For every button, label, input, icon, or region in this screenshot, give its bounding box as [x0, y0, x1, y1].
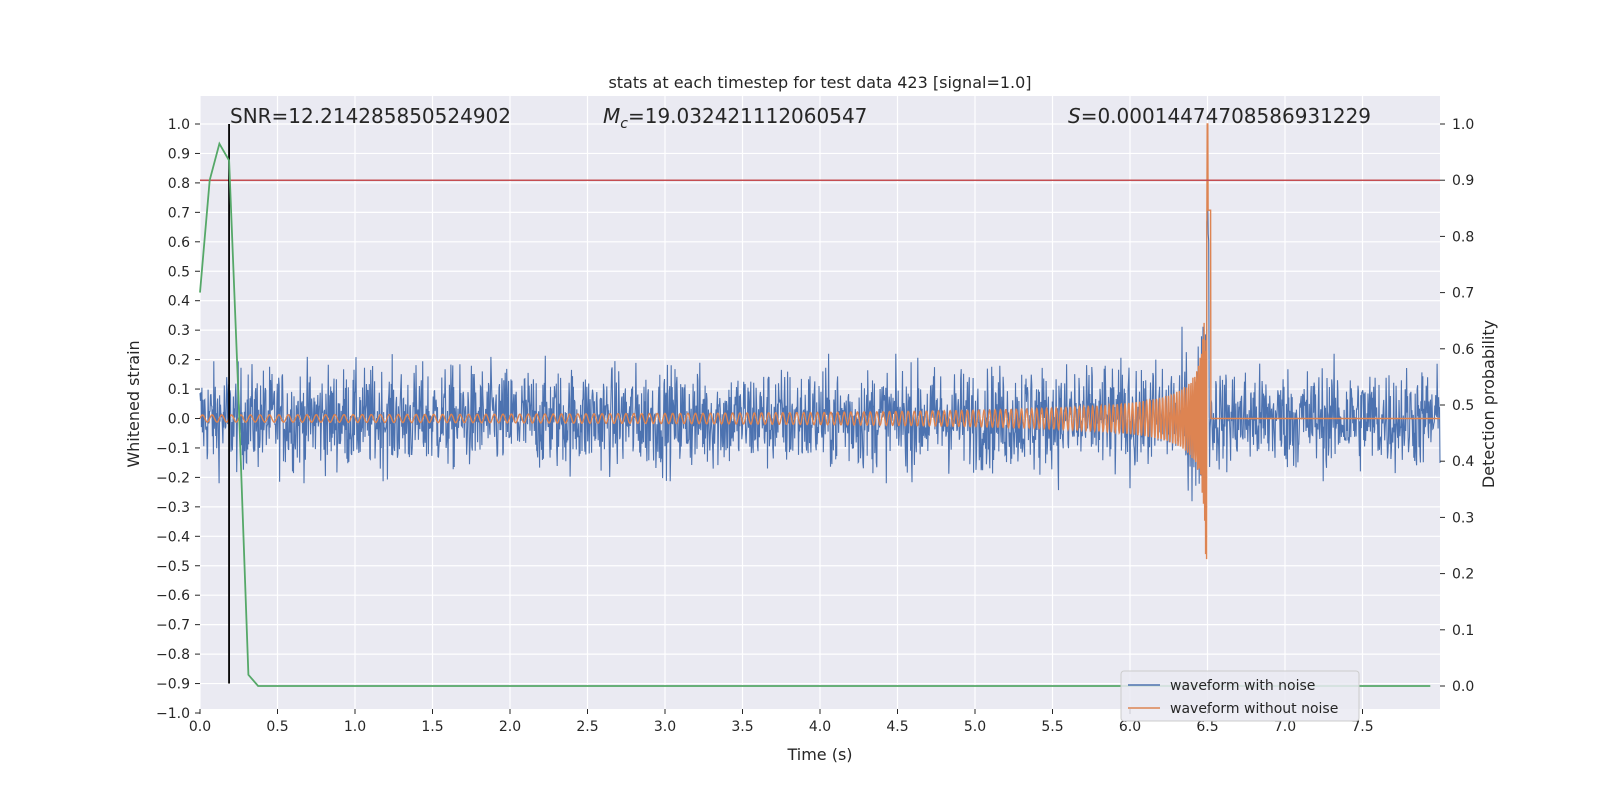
y-tick-label: 0.0: [168, 412, 190, 428]
x-tick-label: 7.0: [1274, 719, 1296, 735]
x-tick-label: 1.5: [421, 719, 443, 735]
x-axis-label: Time (s): [786, 745, 852, 764]
axis-layer: 1.0 0.9 0.8 0.7 0.6 0.5 0.4 0.3 0.2 0.1 0.0 −0.1 −0.…: [156, 117, 1474, 735]
y-tick-label: −0.7: [156, 618, 190, 634]
y-tick-label: −0.3: [156, 500, 190, 516]
x-tick-label: 6.5: [1196, 719, 1218, 735]
chirp-mass-annotation: Mc=19.032421112060547: [603, 104, 867, 132]
series-waveform-without-noise: [199, 123, 1440, 560]
x-tick-label: 4.5: [886, 719, 908, 735]
legend-label-noise: waveform with noise: [1170, 678, 1315, 694]
legend-box: [1120, 670, 1360, 722]
y2-tick-label: 0.5: [1452, 398, 1474, 414]
y-tick-label: 0.3: [168, 323, 190, 339]
legend-label-clean: waveform without noise: [1170, 701, 1338, 717]
y-tick-label: −0.4: [156, 529, 190, 545]
x-tick-label: 6.0: [1119, 719, 1141, 735]
x-tick-label: 5.5: [1041, 719, 1063, 735]
data-layer: [199, 123, 1441, 687]
y2-tick-label: 0.8: [1452, 229, 1474, 245]
x-tick-label: 2.5: [576, 719, 598, 735]
y2-tick-label: 0.3: [1452, 510, 1474, 526]
y-tick-label: 0.4: [168, 294, 190, 310]
y-tick-label: 0.7: [168, 205, 190, 221]
y-axis-label: Whitened strain: [124, 340, 143, 467]
y-tick-label: −0.9: [156, 677, 190, 693]
x-tick-label: 1.0: [344, 719, 366, 735]
y-tick-label: 0.9: [168, 146, 190, 162]
y-tick-label: −1.0: [156, 706, 190, 722]
snr-annotation: SNR=12.214285850524902: [230, 104, 511, 128]
x-tick-label: 3.5: [731, 719, 753, 735]
x-tick-label: 4.0: [809, 719, 831, 735]
y-tick-label: −0.5: [156, 559, 190, 575]
y2-tick-label: 0.2: [1452, 567, 1474, 583]
y2-tick-label: 0.7: [1452, 286, 1474, 302]
y-tick-label: −0.6: [156, 588, 190, 604]
y-tick-label: −0.2: [156, 470, 190, 486]
x-tick-label: 0.0: [189, 719, 211, 735]
x-tick-label: 7.5: [1351, 719, 1373, 735]
y-tick-label: 0.6: [168, 235, 190, 251]
x-tick-label: 3.0: [654, 719, 676, 735]
x-tick-label: 2.0: [499, 719, 521, 735]
y-tick-label: 0.8: [168, 176, 190, 192]
x-tick-label: 0.5: [266, 719, 288, 735]
y2-tick-label: 0.6: [1452, 342, 1474, 358]
score-annotation: S=0.00014474708586931229: [1068, 104, 1371, 128]
chart-title: stats at each timestep for test data 423…: [608, 73, 1031, 92]
series-detection-probability: [199, 141, 1431, 687]
y-tick-label: 1.0: [168, 117, 190, 133]
y2-tick-label: 0.4: [1452, 454, 1474, 470]
y2-axis-label: Detection probability: [1479, 320, 1498, 488]
y2-tick-label: 0.0: [1452, 679, 1474, 695]
y-tick-label: 0.1: [168, 382, 190, 398]
y2-tick-label: 0.1: [1452, 623, 1474, 639]
y2-tick-label: 0.9: [1452, 173, 1474, 189]
x-tick-label: 5.0: [964, 719, 986, 735]
y-tick-label: −0.8: [156, 647, 190, 663]
y2-tick-label: 1.0: [1452, 117, 1474, 133]
y-tick-label: 0.2: [168, 353, 190, 369]
y-tick-label: 0.5: [168, 264, 190, 280]
legend: waveform with noise waveform without noi…: [1120, 670, 1360, 722]
y-tick-label: −0.1: [156, 441, 190, 457]
